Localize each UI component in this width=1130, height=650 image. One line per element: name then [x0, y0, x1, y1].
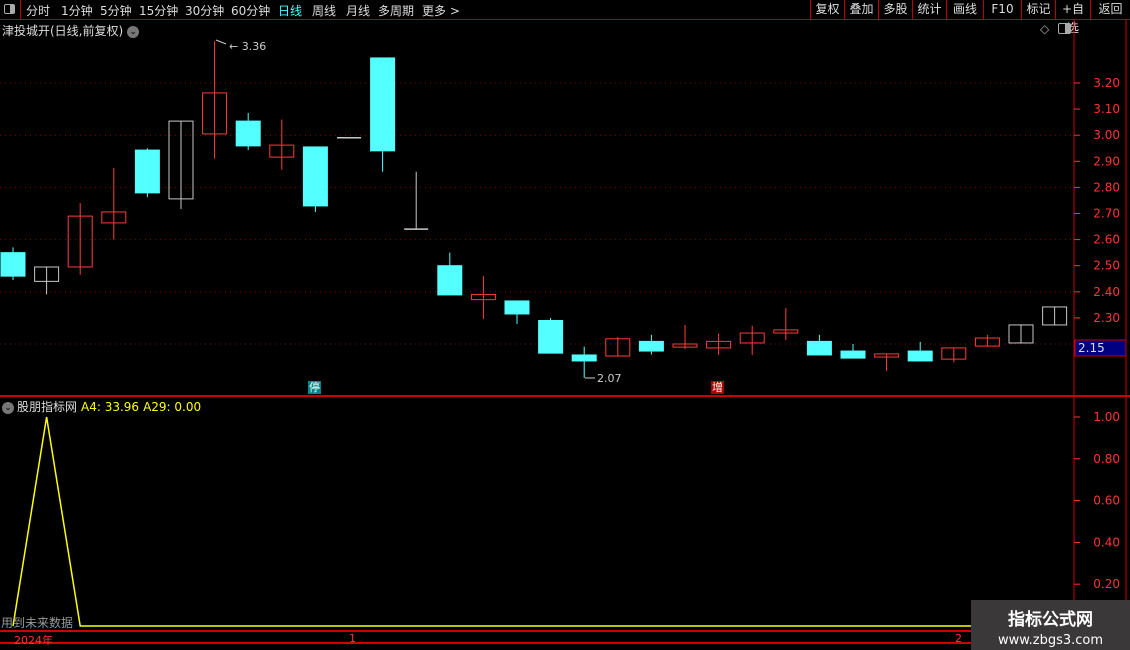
- watermark-title: 指标公式网: [1008, 610, 1093, 630]
- high-label: ← 3.36: [229, 40, 266, 53]
- stop-marker: 停: [308, 381, 321, 394]
- candle-body: [168, 120, 194, 200]
- period-tab[interactable]: 15分钟: [139, 4, 179, 18]
- candle-body: [134, 149, 160, 194]
- current-price-box: [1074, 339, 1127, 357]
- a4-value: A4: 33.96: [81, 400, 140, 414]
- low-label: 2.07: [597, 372, 622, 385]
- y-tick-label: 3.20: [1093, 76, 1120, 90]
- chevron-down-icon[interactable]: ⌄: [127, 25, 140, 38]
- candle-body: [437, 265, 463, 296]
- candle-body: [504, 300, 530, 315]
- candle-body: [874, 353, 900, 358]
- y-tick-label: 0.80: [1093, 452, 1120, 466]
- candle-body: [302, 146, 328, 207]
- y-tick-label: 0.60: [1093, 494, 1120, 508]
- y-tick-label: 2.70: [1093, 207, 1120, 221]
- toolbar-button[interactable]: 画线: [946, 0, 983, 20]
- y-tick-label: 2.30: [1093, 311, 1120, 325]
- candle-body: [202, 92, 228, 135]
- month-label: 1: [349, 632, 356, 645]
- watermark-url: www.zbgs3.com: [997, 633, 1104, 648]
- candle-body: [470, 293, 496, 301]
- y-tick-label: 2.80: [1093, 180, 1120, 194]
- candle-body: [941, 347, 967, 360]
- candle-body: [672, 343, 698, 348]
- period-tab[interactable]: 分时: [26, 4, 51, 18]
- candle-body: [638, 340, 664, 352]
- y-tick-label: 3.10: [1093, 102, 1120, 116]
- period-tab[interactable]: 月线: [346, 4, 371, 18]
- high-pointer: [215, 39, 227, 45]
- period-tab[interactable]: 多周期: [378, 4, 415, 18]
- y-tick-label: 1.00: [1093, 410, 1120, 424]
- candle-body: [34, 266, 60, 282]
- period-tab[interactable]: 周线: [312, 4, 337, 18]
- toolbar-button[interactable]: 统计: [912, 0, 946, 20]
- toolbar-button[interactable]: 叠加: [844, 0, 878, 20]
- chevron-down-icon[interactable]: ⌄: [2, 401, 14, 414]
- candle-body: [706, 340, 732, 349]
- period-tab[interactable]: 30分钟: [185, 4, 225, 18]
- y-tick-label: 2.40: [1093, 285, 1120, 299]
- time-axis: 2024年 1 2: [0, 630, 1130, 647]
- candle-body: [907, 350, 933, 362]
- period-tab[interactable]: 5分钟: [100, 4, 132, 18]
- candle-body: [571, 354, 597, 362]
- y-tick-label: 2.90: [1093, 154, 1120, 168]
- panel-icon: [4, 4, 15, 14]
- indicator-title: ⌄ 股朋指标网 A4: 33.96 A29: 0.00: [2, 398, 201, 415]
- future-data-note: 用到未来数据: [1, 616, 74, 630]
- candle-body: [840, 350, 866, 359]
- toolbar-button[interactable]: 返回: [1090, 0, 1130, 20]
- panel-icon[interactable]: [1058, 23, 1071, 34]
- candle-body: [773, 329, 799, 334]
- candle-body: [974, 337, 1000, 347]
- candle-body: [67, 215, 93, 268]
- candle-body: [235, 120, 261, 147]
- y-tick-label: 0.40: [1093, 535, 1120, 549]
- candle-body: [370, 57, 396, 152]
- y-tick-label: 2.50: [1093, 259, 1120, 273]
- toolbar-button[interactable]: 多股: [878, 0, 912, 20]
- toolbar-button[interactable]: 标记: [1021, 0, 1055, 20]
- candle-body: [739, 332, 765, 344]
- diamond-icon[interactable]: ◇: [1040, 22, 1050, 36]
- month-label: 2: [955, 632, 962, 645]
- candle-body: [806, 340, 832, 356]
- candle-body: [101, 211, 127, 224]
- add-marker: 增: [711, 381, 724, 394]
- candle-body: [538, 320, 564, 354]
- candle-body: [0, 252, 26, 277]
- a29-value: A29: 0.00: [143, 400, 202, 414]
- y-tick-label: 2.60: [1093, 233, 1120, 247]
- period-tab[interactable]: 1分钟: [61, 4, 93, 18]
- period-tab[interactable]: 日线: [278, 4, 303, 18]
- stock-title: 津投城开(日线,前复权): [2, 24, 124, 38]
- toolbar-button[interactable]: F10: [983, 0, 1021, 20]
- candle-body: [1042, 306, 1068, 326]
- year-label: 2024年: [14, 634, 53, 647]
- candle-body: [1008, 324, 1034, 344]
- y-tick-label: 3.00: [1093, 128, 1120, 142]
- chart-title: 津投城开(日线,前复权) ⌄: [2, 22, 140, 39]
- layout-toggle-button[interactable]: [0, 0, 21, 20]
- period-tab[interactable]: 60分钟: [231, 4, 271, 18]
- watermark: 指标公式网 www.zbgs3.com: [971, 600, 1130, 650]
- y-tick-label: 0.20: [1093, 577, 1120, 591]
- toolbar-button[interactable]: 复权: [810, 0, 844, 20]
- candle-body: [269, 144, 295, 158]
- candle-body: [605, 338, 631, 357]
- indicator-line: [12, 416, 1074, 627]
- period-tab[interactable]: 更多 >: [422, 4, 460, 18]
- current-price: 2.15: [1078, 341, 1105, 355]
- indicator-name: 股朋指标网: [17, 400, 78, 414]
